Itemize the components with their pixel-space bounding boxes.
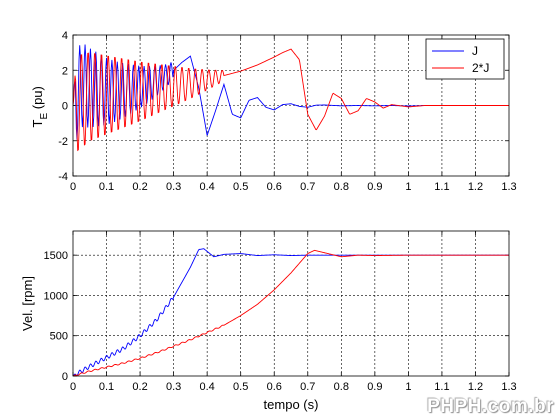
legend: J 2*J	[425, 38, 505, 80]
y-axis-label: TE (pu)	[30, 86, 50, 127]
x-tick-label: 0	[70, 181, 76, 193]
series-line-2J	[73, 48, 509, 152]
axes-frame	[72, 230, 510, 377]
x-tick-label: 0.9	[367, 381, 382, 393]
x-tick-label: 0.8	[334, 381, 349, 393]
x-tick-label: 0.7	[300, 181, 315, 193]
legend-label: 2*J	[472, 61, 489, 75]
x-tick-label: 0.7	[300, 381, 315, 393]
y-tick-label: 2	[62, 65, 68, 77]
x-tick-label: 1.2	[468, 381, 483, 393]
x-tick-label: 0.3	[166, 381, 181, 393]
x-tick-label: 0.3	[166, 181, 181, 193]
x-tick-label: 0.6	[267, 181, 282, 193]
x-tick-label: 0.1	[99, 381, 114, 393]
x-tick-label: 1.3	[501, 381, 516, 393]
y-axis-label: Vel. [rpm]	[20, 276, 35, 331]
x-tick-label: 0.2	[132, 381, 147, 393]
x-tick-label: 1.3	[501, 181, 516, 193]
x-tick-label: 0.4	[200, 381, 215, 393]
y-tick-label: -4	[58, 171, 68, 183]
y-tick-label: 0	[62, 101, 68, 113]
x-tick-label: 0	[70, 381, 76, 393]
axes-frame	[72, 34, 510, 177]
x-tick-label: 0.8	[334, 181, 349, 193]
y-tick-label: 4	[62, 30, 68, 42]
plot-area	[73, 231, 509, 376]
x-tick-label: 0.5	[233, 181, 248, 193]
series-line-2J	[73, 249, 509, 376]
x-tick-label: 1	[405, 381, 411, 393]
x-tick-label: 0.2	[132, 181, 147, 193]
y-tick-label: 1500	[44, 250, 68, 262]
legend-label: J	[472, 44, 478, 58]
panel-torque: 0 0.1 0.2 0.3 0.4 0.5 0.6 0.7 0.8 0.9 1 1.1 1.2 1.3 -4…	[30, 30, 517, 193]
panel-speed: 0 0.1 0.2 0.3 0.4 0.5 0.6 0.7 0.8 0.9 1 1.1 1.2 1.3 0 5…	[20, 230, 517, 412]
legend-box	[425, 38, 505, 80]
y-tick-label: 1000	[44, 290, 68, 302]
grid	[73, 35, 509, 176]
x-tick-label: 0.6	[267, 381, 282, 393]
x-tick-label: 1	[405, 181, 411, 193]
x-tick-label: 1.2	[468, 181, 483, 193]
x-axis-label: tempo (s)	[264, 397, 319, 412]
y-tick-label: 0	[62, 371, 68, 383]
x-tick-label: 1.1	[434, 381, 449, 393]
y-tick-label: -2	[58, 136, 68, 148]
watermark: PHPH.com.br	[427, 396, 554, 417]
x-tick-label: 1.1	[434, 181, 449, 193]
x-tick-label: 0.5	[233, 381, 248, 393]
y-tick-label: 500	[50, 331, 68, 343]
x-tick-label: 0.4	[200, 181, 215, 193]
x-tick-label: 0.9	[367, 181, 382, 193]
x-tick-label: 0.1	[99, 181, 114, 193]
